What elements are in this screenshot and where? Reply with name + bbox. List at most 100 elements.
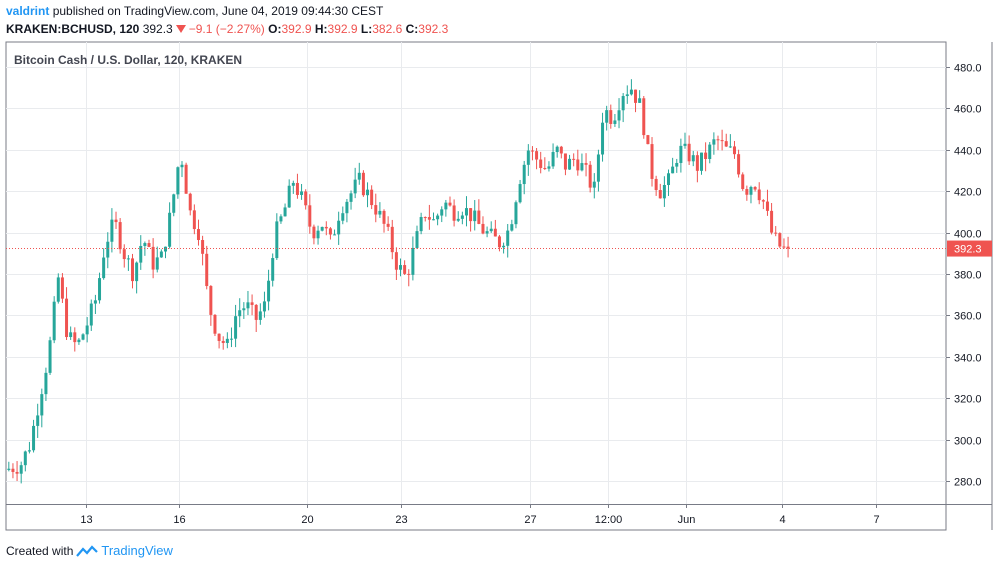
candle-body bbox=[704, 152, 708, 159]
candle-body bbox=[300, 191, 304, 195]
candle-body bbox=[386, 223, 390, 227]
candle-body bbox=[151, 246, 155, 270]
chart-grid bbox=[5, 41, 993, 531]
candle-body bbox=[456, 218, 460, 221]
candle-body bbox=[205, 253, 209, 287]
candle-body bbox=[267, 280, 271, 302]
candle-body bbox=[770, 210, 774, 233]
time-tick-label: 12:00 bbox=[595, 514, 623, 526]
candle-body bbox=[333, 234, 337, 236]
candle-body bbox=[712, 139, 716, 145]
candle-body bbox=[184, 164, 188, 194]
price-tick-label: 280.0 bbox=[954, 477, 982, 489]
candle-body bbox=[234, 316, 238, 339]
candle-body bbox=[708, 144, 712, 159]
candle-body bbox=[695, 155, 699, 171]
candle-body bbox=[638, 98, 642, 103]
candle-body bbox=[687, 143, 691, 162]
candle-body bbox=[131, 258, 135, 282]
high-label: H: bbox=[314, 22, 328, 36]
candle-body bbox=[52, 301, 56, 341]
candle-body bbox=[349, 193, 353, 202]
candle-body bbox=[77, 339, 81, 343]
ohlc-legend: KRAKEN:BCHUSD, 120 392.3 −9.1 (−2.27%) O:… bbox=[6, 22, 448, 36]
candle-body bbox=[427, 217, 431, 220]
candle-body bbox=[287, 185, 291, 208]
price-axis[interactable]: 280.0 300.0 320.0 340.0 360.0 380.0 400.0 420.0… bbox=[946, 63, 992, 489]
candle-body bbox=[609, 110, 613, 124]
candle-body bbox=[584, 163, 588, 165]
close-label: C: bbox=[405, 22, 419, 36]
tradingview-brand[interactable]: TradingView bbox=[101, 543, 173, 558]
candle-body bbox=[464, 208, 468, 216]
price-tick-label: 320.0 bbox=[954, 394, 982, 406]
last-price: 392.3 bbox=[142, 22, 173, 36]
symbol-label: KRAKEN:BCHUSD, 120 bbox=[6, 22, 140, 36]
candle-body bbox=[40, 394, 44, 416]
candle-body bbox=[580, 163, 584, 171]
candle-body bbox=[328, 228, 332, 235]
price-tick-label: 480.0 bbox=[954, 63, 982, 75]
time-axis[interactable]: 13 16 20 23 27 12:00 Jun 4 7 bbox=[80, 504, 880, 526]
candle-body bbox=[250, 302, 254, 305]
candle-body bbox=[229, 338, 233, 340]
author-name[interactable]: valdrint bbox=[6, 4, 50, 18]
candle-body bbox=[163, 246, 167, 252]
candle-body bbox=[11, 468, 15, 472]
candle-body bbox=[324, 226, 328, 229]
candle-body bbox=[518, 184, 522, 203]
candle-body bbox=[102, 257, 106, 279]
candle-body bbox=[444, 202, 448, 210]
time-tick-label: 7 bbox=[873, 514, 879, 526]
candle-body bbox=[217, 333, 221, 341]
candle-body bbox=[502, 245, 506, 248]
price-tick-label: 440.0 bbox=[954, 146, 982, 158]
candle-body bbox=[36, 415, 40, 426]
plot-frame bbox=[5, 41, 947, 531]
candle-body bbox=[357, 172, 361, 180]
candle-body bbox=[431, 219, 435, 221]
candle-body bbox=[126, 258, 130, 260]
candle-body bbox=[382, 210, 386, 224]
candle-body bbox=[159, 251, 163, 258]
candle-body bbox=[485, 231, 489, 234]
candle-body bbox=[588, 164, 592, 188]
candle-body bbox=[613, 120, 617, 124]
candle-body bbox=[69, 332, 73, 338]
candle-body bbox=[258, 311, 262, 320]
candle-body bbox=[563, 153, 567, 170]
candle-body bbox=[56, 277, 60, 302]
candle-body bbox=[745, 189, 749, 195]
candle-body bbox=[390, 226, 394, 253]
candle-body bbox=[448, 202, 452, 206]
candle-body bbox=[308, 205, 312, 227]
candle-body bbox=[172, 194, 176, 213]
candle-body bbox=[65, 298, 69, 338]
candle-body bbox=[316, 230, 320, 239]
candle-body bbox=[629, 89, 633, 95]
candle-body bbox=[118, 222, 122, 250]
candle-body bbox=[374, 205, 378, 215]
candle-body bbox=[283, 207, 287, 217]
candle-body bbox=[7, 468, 11, 470]
candle-body bbox=[275, 221, 279, 259]
candle-body bbox=[646, 135, 650, 145]
candle-body bbox=[209, 286, 213, 315]
candle-body bbox=[526, 150, 530, 165]
candle-body bbox=[535, 151, 539, 160]
time-tick-label: 27 bbox=[524, 514, 536, 526]
candle-body bbox=[436, 215, 440, 220]
candle-body bbox=[320, 226, 324, 231]
candlestick-series bbox=[6, 79, 946, 484]
candle-body bbox=[213, 314, 217, 334]
candle-body bbox=[506, 230, 510, 246]
candle-body bbox=[547, 166, 551, 169]
candle-body bbox=[737, 154, 741, 175]
candle-body bbox=[481, 223, 485, 234]
candle-body bbox=[246, 302, 250, 309]
candle-body bbox=[753, 186, 757, 190]
candle-body bbox=[361, 172, 365, 196]
candle-body bbox=[225, 338, 229, 343]
candle-body bbox=[782, 246, 786, 248]
